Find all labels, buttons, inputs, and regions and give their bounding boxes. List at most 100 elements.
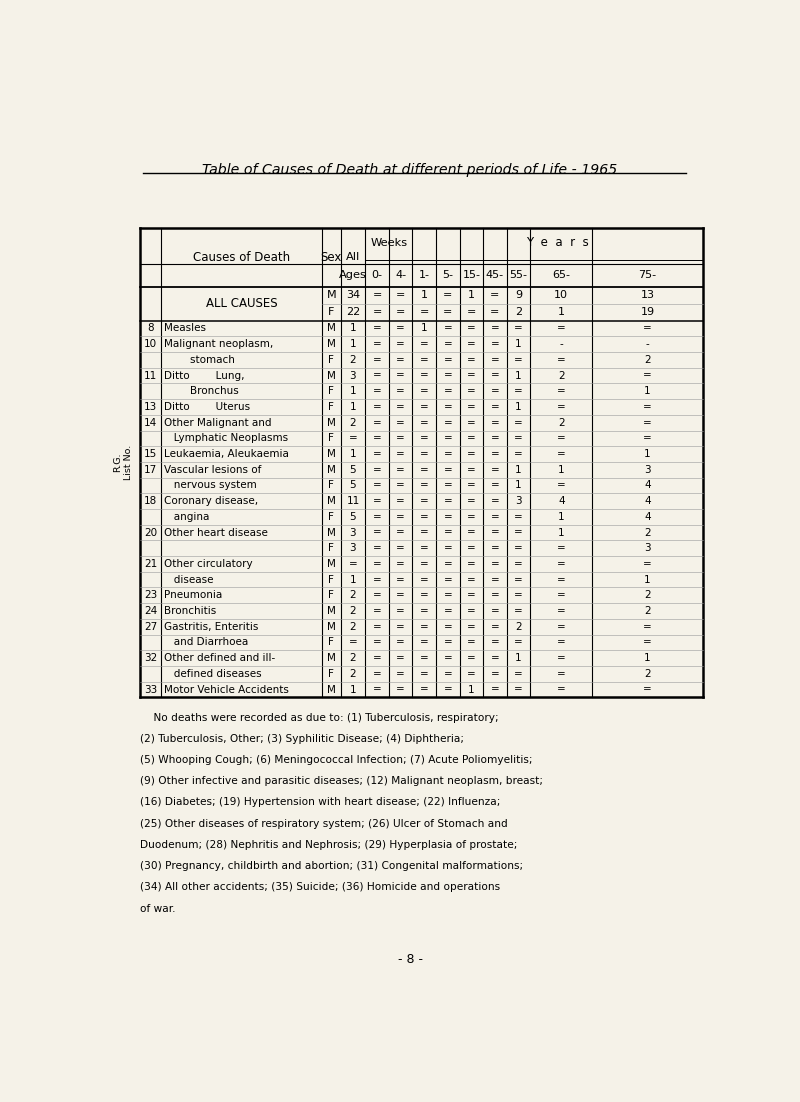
Text: M: M — [327, 559, 336, 569]
Text: =: = — [557, 449, 566, 460]
Text: 4-: 4- — [395, 270, 406, 280]
Text: 23: 23 — [144, 591, 158, 601]
Text: =: = — [396, 480, 405, 490]
Text: M: M — [327, 528, 336, 538]
Text: =: = — [396, 370, 405, 380]
Text: =: = — [443, 669, 452, 679]
Text: 1: 1 — [515, 480, 522, 490]
Text: =: = — [490, 418, 499, 428]
Text: (25) Other diseases of respiratory system; (26) Ulcer of Stomach and: (25) Other diseases of respiratory syste… — [140, 819, 508, 829]
Text: 1: 1 — [350, 402, 356, 412]
Text: Sex: Sex — [321, 251, 342, 263]
Text: =: = — [396, 669, 405, 679]
Text: =: = — [443, 307, 453, 317]
Text: 20: 20 — [144, 528, 158, 538]
Text: =: = — [443, 465, 452, 475]
Text: =: = — [373, 559, 382, 569]
Text: F: F — [328, 387, 334, 397]
Text: Causes of Death: Causes of Death — [193, 251, 290, 263]
Text: =: = — [396, 433, 405, 443]
Text: defined diseases: defined diseases — [164, 669, 262, 679]
Text: =: = — [514, 559, 523, 569]
Text: Y  e  a  r  s: Y e a r s — [526, 236, 589, 249]
Text: 1: 1 — [515, 339, 522, 349]
Text: 17: 17 — [144, 465, 158, 475]
Text: =: = — [420, 574, 429, 585]
Text: =: = — [443, 511, 452, 522]
Text: =: = — [490, 290, 500, 300]
Text: Bronchitis: Bronchitis — [164, 606, 216, 616]
Text: =: = — [643, 684, 652, 694]
Text: =: = — [373, 653, 382, 663]
Text: =: = — [373, 290, 382, 300]
Text: =: = — [373, 511, 382, 522]
Text: 24: 24 — [144, 606, 158, 616]
Text: F: F — [328, 543, 334, 553]
Text: =: = — [443, 622, 452, 631]
Text: 2: 2 — [644, 606, 650, 616]
Text: 4: 4 — [558, 496, 565, 506]
Text: 1: 1 — [468, 684, 474, 694]
Text: =: = — [396, 339, 405, 349]
Text: =: = — [490, 355, 499, 365]
Text: =: = — [467, 496, 476, 506]
Text: 1: 1 — [644, 387, 650, 397]
Text: and Diarrhoea: and Diarrhoea — [164, 637, 248, 647]
Text: F: F — [328, 669, 334, 679]
Text: 21: 21 — [144, 559, 158, 569]
Text: =: = — [420, 637, 429, 647]
Text: =: = — [373, 591, 382, 601]
Text: =: = — [443, 528, 452, 538]
Text: - 8 -: - 8 - — [398, 952, 422, 965]
Text: =: = — [373, 433, 382, 443]
Text: =: = — [396, 574, 405, 585]
Text: Duodenum; (28) Nephritis and Nephrosis; (29) Hyperplasia of prostate;: Duodenum; (28) Nephritis and Nephrosis; … — [140, 840, 518, 850]
Text: =: = — [443, 543, 452, 553]
Text: =: = — [467, 591, 476, 601]
Text: M: M — [327, 465, 336, 475]
Text: 3: 3 — [515, 496, 522, 506]
Text: 5: 5 — [350, 480, 356, 490]
Text: =: = — [373, 465, 382, 475]
Text: 4: 4 — [644, 511, 650, 522]
Text: Table of Causes of Death at different periods of Life - 1965: Table of Causes of Death at different pe… — [202, 163, 618, 176]
Text: =: = — [467, 465, 476, 475]
Text: M: M — [327, 606, 336, 616]
Text: 4: 4 — [644, 480, 650, 490]
Text: =: = — [420, 418, 429, 428]
Text: 1: 1 — [558, 511, 565, 522]
Text: =: = — [373, 387, 382, 397]
Text: =: = — [557, 622, 566, 631]
Text: =: = — [443, 591, 452, 601]
Text: =: = — [443, 355, 452, 365]
Text: =: = — [490, 465, 499, 475]
Text: 45-: 45- — [486, 270, 504, 280]
Text: =: = — [420, 622, 429, 631]
Text: 2: 2 — [558, 370, 565, 380]
Text: Other heart disease: Other heart disease — [164, 528, 268, 538]
Text: 3: 3 — [350, 370, 356, 380]
Text: Ditto        Lung,: Ditto Lung, — [164, 370, 244, 380]
Text: 11: 11 — [144, 370, 158, 380]
Text: =: = — [420, 449, 429, 460]
Text: 2: 2 — [350, 606, 356, 616]
Text: =: = — [467, 574, 476, 585]
Text: angina: angina — [164, 511, 210, 522]
Text: =: = — [396, 496, 405, 506]
Text: =: = — [349, 637, 358, 647]
Text: 2: 2 — [515, 622, 522, 631]
Text: =: = — [373, 339, 382, 349]
Text: 1: 1 — [644, 449, 650, 460]
Text: =: = — [396, 418, 405, 428]
Text: 1: 1 — [515, 370, 522, 380]
Text: =: = — [514, 574, 523, 585]
Text: Bronchus: Bronchus — [164, 387, 238, 397]
Text: =: = — [490, 307, 500, 317]
Text: 1: 1 — [350, 684, 356, 694]
Text: 2: 2 — [350, 591, 356, 601]
Text: 1-: 1- — [418, 270, 430, 280]
Text: (5) Whooping Cough; (6) Meningococcal Infection; (7) Acute Poliomyelitis;: (5) Whooping Cough; (6) Meningococcal In… — [140, 755, 533, 765]
Text: 27: 27 — [144, 622, 158, 631]
Text: Weeks: Weeks — [370, 238, 407, 248]
Text: =: = — [490, 591, 499, 601]
